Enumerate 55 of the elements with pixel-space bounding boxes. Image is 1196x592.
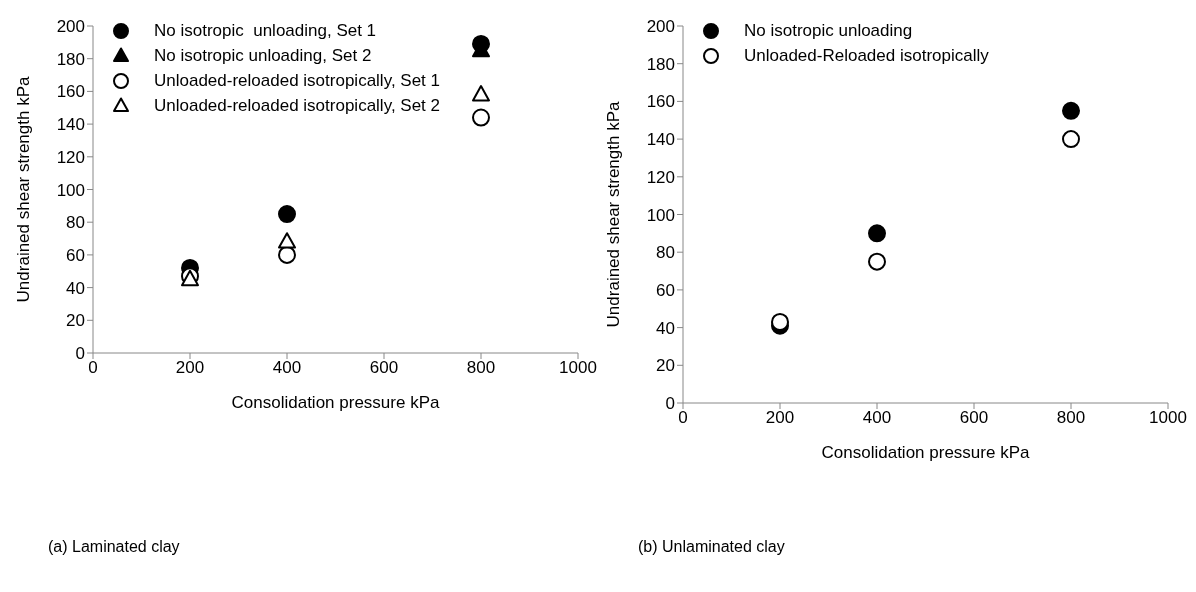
y-tick-label: 80: [656, 243, 675, 263]
y-tick-label: 80: [66, 213, 85, 233]
x-tick-label: 400: [862, 408, 892, 428]
y-tick-label: 120: [646, 167, 675, 187]
legend-label: No isotropic unloading, Set 1: [154, 20, 377, 41]
legend-label: Unloaded-reloaded isotropically, Set 1: [154, 70, 441, 91]
point: [868, 252, 886, 271]
point: [1062, 101, 1080, 120]
legend-label: No isotropic unloading: [744, 20, 913, 41]
point: [278, 205, 296, 224]
y-tick-label: 40: [66, 278, 85, 298]
x-tick-label: 800: [1056, 408, 1086, 428]
y-tick-label: 140: [646, 130, 675, 150]
x-tick-label: 800: [466, 358, 496, 378]
x-tick-label: 0: [678, 408, 688, 428]
y-tick-label: 100: [56, 180, 85, 200]
y-tick-label: 120: [56, 147, 85, 167]
point: [472, 85, 490, 102]
y-tick-label: 140: [56, 115, 85, 135]
point: [1062, 130, 1080, 149]
x-tick-label: 600: [369, 358, 399, 378]
x-axis-title: Consolidation pressure kPa: [821, 443, 1030, 462]
y-tick-label: 60: [656, 280, 675, 300]
y-tick-label: 200: [646, 17, 675, 37]
point: [771, 312, 789, 331]
x-tick-label: 400: [272, 358, 302, 378]
x-tick-label: 1000: [1149, 408, 1187, 428]
x-axis-title: Consolidation pressure kPa: [231, 393, 440, 412]
text: (a) Laminated clay: [48, 538, 180, 556]
point: [278, 232, 296, 249]
x-tick-label: 200: [765, 408, 795, 428]
y-tick-label: 60: [66, 245, 85, 265]
y-tick-label: 180: [646, 54, 675, 74]
y-tick-label: 0: [75, 344, 85, 364]
y-tick-label: 160: [56, 82, 85, 102]
legend-label: No isotropic unloading, Set 2: [154, 45, 372, 66]
y-axis-title: Undrained shear strength kPa: [604, 101, 624, 328]
point: [472, 108, 490, 127]
legend-label: Unloaded-Reloaded isotropically: [744, 45, 989, 66]
y-tick-label: 20: [656, 356, 675, 376]
text: (b) Unlaminated clay: [638, 538, 785, 556]
x-tick-label: 600: [959, 408, 989, 428]
y-tick-label: 200: [56, 17, 85, 37]
x-tick-label: 0: [88, 358, 98, 378]
y-tick-label: 0: [665, 394, 675, 414]
y-tick-label: 100: [646, 205, 675, 225]
y-tick-label: 180: [56, 49, 85, 69]
y-tick-label: 20: [66, 311, 85, 331]
y-tick-label: 40: [656, 318, 675, 338]
x-tick-label: 1000: [559, 358, 597, 378]
y-axis-title: Undrained shear strength kPa: [14, 76, 34, 303]
point: [868, 224, 886, 243]
legend-label: Unloaded-reloaded isotropically, Set 2: [154, 95, 441, 116]
x-tick-label: 200: [175, 358, 205, 378]
y-tick-label: 160: [646, 92, 675, 112]
